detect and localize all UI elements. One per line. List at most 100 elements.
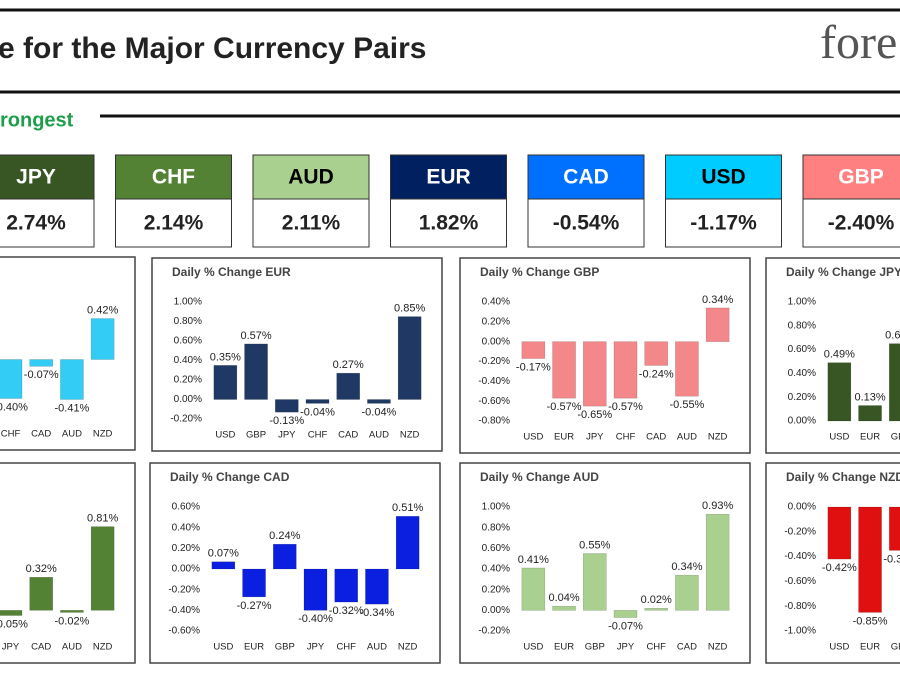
y-tick-label: -0.80%: [784, 601, 816, 612]
chart-title: Daily % Change JPY: [786, 265, 900, 279]
y-tick-label: -0.20%: [784, 526, 816, 537]
logo: fore: [820, 16, 897, 69]
value-label: 0.13%: [854, 391, 885, 403]
y-tick-label: -0.40%: [168, 605, 200, 616]
x-tick-label: NZD: [708, 432, 728, 443]
currency-box-value: [527, 198, 645, 248]
x-tick-label: JPY: [307, 642, 325, 653]
x-tick-label: GBP: [275, 642, 295, 653]
value-label: 0.04%: [548, 592, 579, 604]
currency-change: -0.54%: [553, 212, 620, 235]
bar: [60, 610, 84, 613]
currency-box-value: [252, 198, 370, 248]
x-tick-label: EUR: [244, 642, 264, 653]
currency-name: GBP: [838, 166, 884, 189]
bar: [705, 307, 730, 342]
value-label: 0.24%: [269, 530, 300, 542]
value-label: -0.13%: [269, 415, 304, 427]
value-label: 0.02%: [641, 594, 672, 606]
x-tick-label: GBP: [246, 430, 266, 441]
y-tick-label: -0.40%: [478, 376, 510, 387]
y-tick-label: 0.40%: [172, 522, 200, 533]
x-tick-label: CAD: [677, 642, 697, 653]
bar: [365, 568, 389, 605]
value-label: -0.40%: [298, 613, 333, 625]
currency-name: CHF: [152, 166, 195, 189]
x-tick-label: AUD: [367, 642, 387, 653]
y-tick-label: -0.60%: [784, 576, 816, 587]
value-label: 0.35%: [210, 351, 241, 363]
value-label: -0.04%: [361, 406, 396, 418]
y-tick-label: 0.40%: [482, 297, 510, 308]
chart-panel: [0, 256, 136, 451]
bar: [889, 343, 900, 422]
y-tick-label: 0.00%: [788, 502, 816, 513]
value-label: -0.07%: [24, 369, 59, 381]
bar: [613, 610, 638, 618]
value-label: -0.85%: [853, 615, 888, 627]
y-tick-label: 0.00%: [172, 564, 200, 575]
bar: [29, 359, 53, 367]
currency-name: JPY: [16, 166, 56, 189]
y-tick-label: -0.60%: [478, 396, 510, 407]
bar: [521, 567, 546, 611]
y-tick-label: -0.20%: [168, 584, 200, 595]
currency-box-head: [252, 154, 370, 200]
value-label: -0.40%: [0, 401, 28, 413]
bar: [336, 372, 360, 400]
value-label: 0.41%: [518, 554, 549, 566]
x-tick-label: USD: [829, 642, 849, 653]
bar: [29, 577, 53, 611]
value-label: -0.57%: [608, 401, 643, 413]
value-label: 0.32%: [26, 563, 57, 575]
chart-title: Daily % Change AUD: [480, 470, 599, 484]
y-tick-label: 0.80%: [482, 522, 510, 533]
y-tick-label: 0.20%: [788, 392, 816, 403]
bar: [705, 513, 730, 611]
y-tick-label: -0.80%: [478, 416, 510, 427]
y-tick-label: 1.00%: [788, 297, 816, 308]
x-tick-label: USD: [523, 432, 543, 443]
x-tick-label: JPY: [617, 642, 635, 653]
x-tick-label: CHF: [616, 432, 636, 443]
y-tick-label: 0.80%: [174, 316, 202, 327]
strength-heading: rongest: [0, 109, 74, 131]
value-label: -0.32%: [329, 605, 364, 617]
x-tick-label: CAD: [31, 642, 51, 653]
x-tick-label: AUD: [369, 430, 389, 441]
x-tick-label: EUR: [554, 432, 574, 443]
bar: [521, 341, 546, 359]
bar: [583, 553, 607, 611]
bar: [60, 359, 84, 400]
x-tick-label: JPY: [278, 430, 296, 441]
x-tick-label: CHF: [336, 642, 356, 653]
bar: [583, 341, 607, 407]
bar: [552, 341, 576, 399]
x-tick-label: NZD: [400, 430, 420, 441]
currency-name: USD: [701, 166, 745, 189]
value-label: -0.65%: [577, 409, 612, 421]
x-tick-label: GBP: [891, 432, 900, 443]
y-tick-label: -1.00%: [784, 626, 816, 637]
bar: [244, 343, 268, 400]
bar: [675, 341, 699, 397]
y-tick-label: 0.40%: [482, 564, 510, 575]
bar: [90, 526, 115, 611]
x-tick-label: JPY: [586, 432, 604, 443]
value-label: 0.27%: [333, 359, 364, 371]
currency-box-head: [115, 154, 232, 200]
y-tick-label: -0.60%: [168, 626, 200, 637]
currency-box-value: [390, 198, 507, 248]
value-label: -0.55%: [669, 399, 704, 411]
value-label: 0.65%: [885, 330, 900, 342]
currency-name: AUD: [288, 166, 334, 189]
value-label: -0.17%: [516, 361, 551, 373]
y-tick-label: 0.20%: [174, 375, 202, 386]
value-label: -0.57%: [547, 401, 582, 413]
currency-box-head: [0, 154, 95, 200]
x-tick-label: EUR: [554, 642, 574, 653]
bar: [211, 561, 236, 570]
x-tick-label: GBP: [891, 642, 900, 653]
bar: [675, 574, 699, 611]
currency-change: 1.82%: [419, 212, 479, 235]
